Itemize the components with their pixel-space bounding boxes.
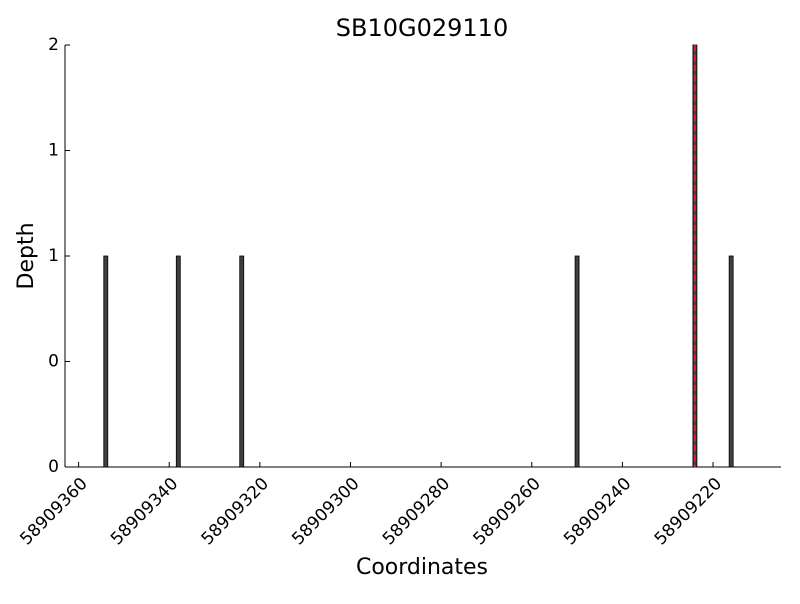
- x-tick-label: 58909220: [651, 474, 726, 549]
- bar: [103, 255, 109, 468]
- chart-title: SB10G029110: [336, 14, 508, 42]
- bar: [175, 255, 181, 468]
- x-tick-label: 58909360: [16, 474, 91, 549]
- x-tick-label: 58909260: [470, 474, 545, 549]
- x-tick-label: 58909320: [198, 474, 273, 549]
- y-tick-label: 2: [48, 35, 59, 55]
- y-tick-label: 0: [48, 457, 59, 477]
- x-axis-label: Coordinates: [356, 555, 488, 580]
- y-tick-label: 0: [48, 352, 59, 372]
- y-tick-label: 1: [48, 141, 59, 161]
- x-tick-label: 58909280: [379, 474, 454, 549]
- bar: [574, 255, 580, 468]
- y-tick-label: 1: [48, 246, 59, 266]
- bar: [239, 255, 245, 468]
- y-axis-label: Depth: [14, 222, 39, 289]
- x-tick-label: 58909240: [560, 474, 635, 549]
- x-tick-label: 58909340: [107, 474, 182, 549]
- x-tick-label: 58909300: [288, 474, 363, 549]
- bar: [728, 255, 734, 468]
